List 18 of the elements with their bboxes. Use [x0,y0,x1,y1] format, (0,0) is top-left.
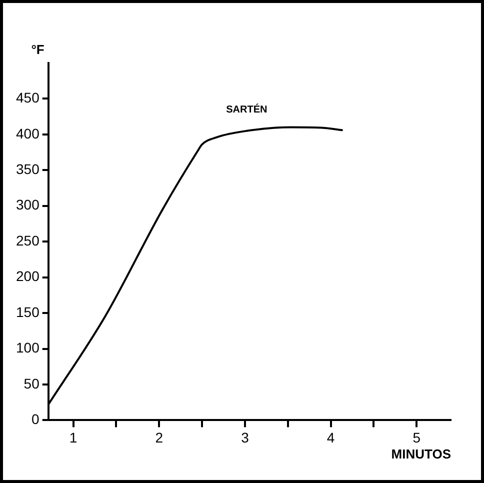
y-tick-label: 250 [16,232,40,248]
y-tick-label: 100 [16,340,40,356]
x-axis-title: MINUTOS [391,446,452,462]
y-tick-label: 400 [16,125,40,142]
x-tick-label: 5 [412,429,421,446]
y-tick-label: 450 [16,90,40,106]
x-tick-label: 3 [241,429,250,446]
y-axis-title: °F [31,42,44,58]
y-tick-label: 0 [32,411,40,428]
y-tick-label: 150 [16,304,40,320]
y-tick-label: 350 [16,161,40,178]
x-tick-label: 2 [155,429,164,446]
x-tick-label: 1 [69,429,78,446]
y-tick-label: 200 [16,268,40,284]
y-tick-label: 300 [16,196,40,213]
series-label: SARTÉN [226,104,268,116]
y-tick-label: 50 [24,375,40,392]
x-tick-label: 4 [326,429,335,446]
